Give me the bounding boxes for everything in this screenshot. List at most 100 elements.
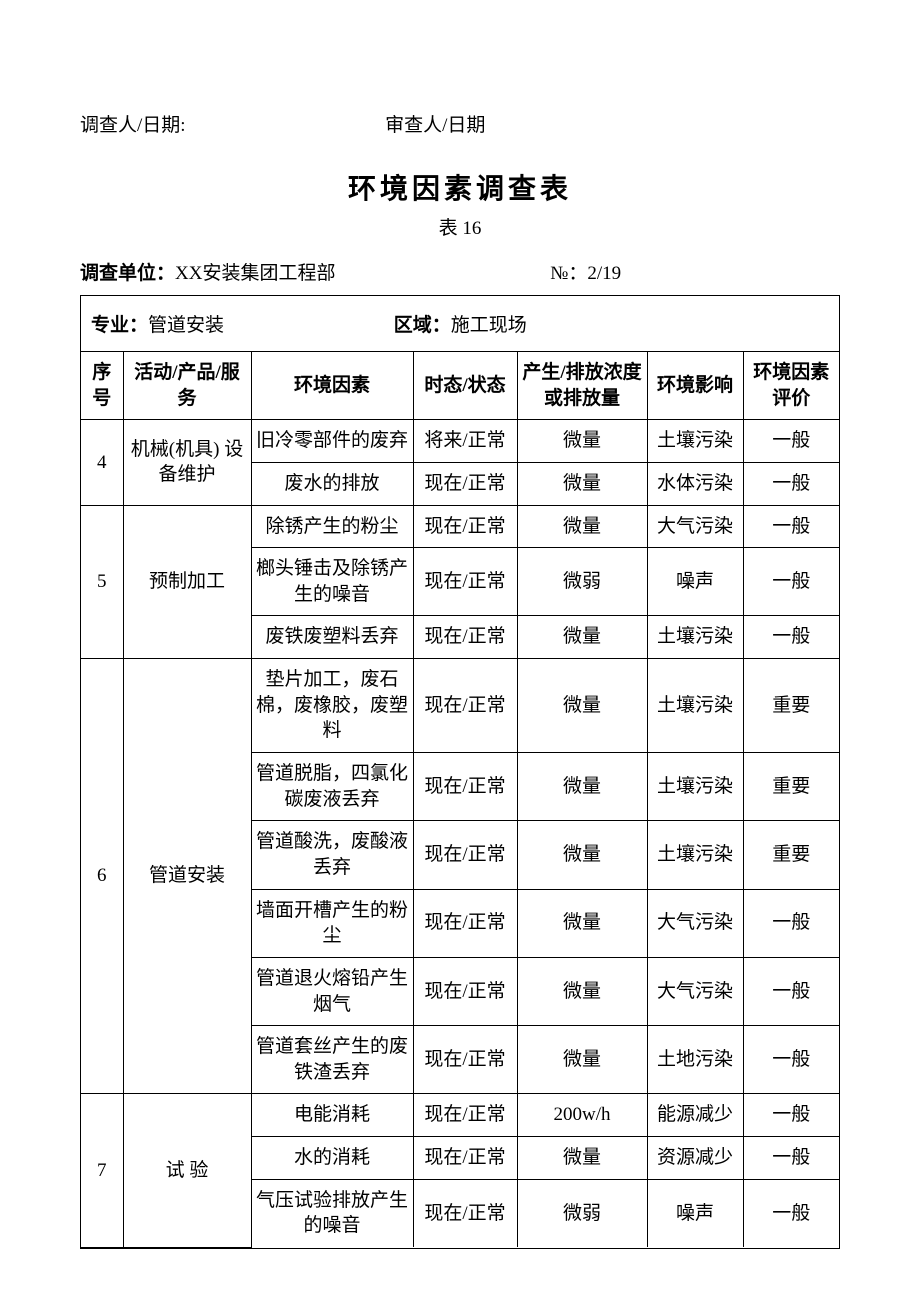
cell-state: 现在/正常 [413, 659, 517, 753]
unit-label: 调查单位： [80, 263, 175, 284]
cell-impact: 大气污染 [647, 957, 743, 1025]
cell-state: 现在/正常 [413, 1094, 517, 1137]
cell-impact: 土壤污染 [647, 821, 743, 889]
cell-amount: 微量 [517, 889, 647, 957]
cell-amount: 微量 [517, 420, 647, 463]
cell-factor: 管道酸洗，废酸液丢弃 [251, 821, 413, 889]
cell-state: 现在/正常 [413, 821, 517, 889]
data-table: 序号 活动/产品/服务 环境因素 时态/状态 产生/排放浓度或排放量 环境影响 … [81, 351, 839, 1248]
cell-seq: 5 [81, 505, 123, 659]
cell-amount: 微量 [517, 659, 647, 753]
cell-factor: 废铁废塑料丢弃 [251, 616, 413, 659]
area-value: 施工现场 [451, 315, 527, 336]
cell-state: 现在/正常 [413, 1179, 517, 1247]
col-factor: 环境因素 [251, 352, 413, 420]
cell-impact: 噪声 [647, 1179, 743, 1247]
table-container: 专业：管道安装 区域：施工现场 序号 活动/产品/服务 环境因素 时态/状态 产… [80, 295, 840, 1249]
section-header: 专业：管道安装 区域：施工现场 [81, 296, 839, 351]
cell-amount: 微量 [517, 957, 647, 1025]
cell-impact: 水体污染 [647, 462, 743, 505]
table-row: 5预制加工除锈产生的粉尘现在/正常微量大气污染一般 [81, 505, 839, 548]
cell-activity: 预制加工 [123, 505, 251, 659]
col-seq: 序号 [81, 352, 123, 420]
table-row: 7试 验电能消耗现在/正常200w/h能源减少一般 [81, 1094, 839, 1137]
cell-state: 现在/正常 [413, 753, 517, 821]
cell-eval: 重要 [743, 821, 839, 889]
cell-eval: 一般 [743, 957, 839, 1025]
cell-amount: 微量 [517, 505, 647, 548]
table-body: 4机械(机具) 设备维护旧冷零部件的废弃将来/正常微量土壤污染一般废水的排放现在… [81, 420, 839, 1247]
cell-eval: 一般 [743, 1026, 839, 1094]
cell-eval: 一般 [743, 1094, 839, 1137]
cell-seq: 4 [81, 420, 123, 505]
top-line: 调查人/日期: 审查人/日期 [80, 110, 840, 137]
cell-activity: 试 验 [123, 1094, 251, 1247]
cell-impact: 土壤污染 [647, 753, 743, 821]
cell-impact: 噪声 [647, 548, 743, 616]
cell-eval: 一般 [743, 462, 839, 505]
col-activity: 活动/产品/服务 [123, 352, 251, 420]
cell-impact: 土壤污染 [647, 659, 743, 753]
meta-line: 调查单位：XX安装集团工程部 №：2/19 [80, 258, 840, 285]
cell-factor: 管道退火熔铅产生烟气 [251, 957, 413, 1025]
cell-state: 将来/正常 [413, 420, 517, 463]
cell-state: 现在/正常 [413, 1026, 517, 1094]
col-impact: 环境影响 [647, 352, 743, 420]
cell-factor: 垫片加工，废石棉，废橡胶，废塑料 [251, 659, 413, 753]
cell-amount: 微量 [517, 462, 647, 505]
cell-impact: 土地污染 [647, 1026, 743, 1094]
reviewer-label: 审查人/日期 [385, 115, 485, 136]
no-value: 2/19 [587, 263, 621, 284]
cell-eval: 一般 [743, 616, 839, 659]
cell-state: 现在/正常 [413, 957, 517, 1025]
col-amount: 产生/排放浓度或排放量 [517, 352, 647, 420]
cell-eval: 重要 [743, 659, 839, 753]
cell-impact: 能源减少 [647, 1094, 743, 1137]
cell-seq: 7 [81, 1094, 123, 1247]
cell-impact: 大气污染 [647, 889, 743, 957]
cell-factor: 榔头锤击及除锈产生的噪音 [251, 548, 413, 616]
table-header-row: 序号 活动/产品/服务 环境因素 时态/状态 产生/排放浓度或排放量 环境影响 … [81, 352, 839, 420]
investigator-label: 调查人/日期: [80, 115, 186, 136]
col-eval: 环境因素评价 [743, 352, 839, 420]
cell-amount: 200w/h [517, 1094, 647, 1137]
cell-seq: 6 [81, 659, 123, 1094]
cell-eval: 一般 [743, 1179, 839, 1247]
cell-factor: 管道脱脂，四氯化碳废液丢弃 [251, 753, 413, 821]
cell-activity: 管道安装 [123, 659, 251, 1094]
cell-amount: 微弱 [517, 1179, 647, 1247]
cell-eval: 一般 [743, 889, 839, 957]
cell-eval: 重要 [743, 753, 839, 821]
cell-eval: 一般 [743, 505, 839, 548]
cell-factor: 墙面开槽产生的粉尘 [251, 889, 413, 957]
page-subtitle: 表 16 [80, 213, 840, 240]
cell-eval: 一般 [743, 548, 839, 616]
cell-impact: 大气污染 [647, 505, 743, 548]
area-label: 区域： [394, 315, 451, 336]
cell-amount: 微量 [517, 616, 647, 659]
unit-value: XX安装集团工程部 [175, 263, 335, 284]
cell-factor: 水的消耗 [251, 1137, 413, 1180]
cell-state: 现在/正常 [413, 1137, 517, 1180]
table-row: 4机械(机具) 设备维护旧冷零部件的废弃将来/正常微量土壤污染一般 [81, 420, 839, 463]
table-row: 6管道安装垫片加工，废石棉，废橡胶，废塑料现在/正常微量土壤污染重要 [81, 659, 839, 753]
cell-eval: 一般 [743, 1137, 839, 1180]
cell-impact: 土壤污染 [647, 616, 743, 659]
spec-value: 管道安装 [148, 315, 224, 336]
page-title: 环境因素调查表 [80, 167, 840, 207]
cell-amount: 微量 [517, 1137, 647, 1180]
cell-state: 现在/正常 [413, 889, 517, 957]
cell-factor: 电能消耗 [251, 1094, 413, 1137]
cell-amount: 微量 [517, 753, 647, 821]
page: 调查人/日期: 审查人/日期 环境因素调查表 表 16 调查单位：XX安装集团工… [0, 0, 920, 1299]
col-state: 时态/状态 [413, 352, 517, 420]
cell-amount: 微弱 [517, 548, 647, 616]
cell-factor: 旧冷零部件的废弃 [251, 420, 413, 463]
no-label: №： [550, 263, 587, 284]
cell-factor: 管道套丝产生的废铁渣丢弃 [251, 1026, 413, 1094]
cell-impact: 土壤污染 [647, 420, 743, 463]
cell-state: 现在/正常 [413, 505, 517, 548]
cell-impact: 资源减少 [647, 1137, 743, 1180]
cell-amount: 微量 [517, 821, 647, 889]
cell-state: 现在/正常 [413, 616, 517, 659]
